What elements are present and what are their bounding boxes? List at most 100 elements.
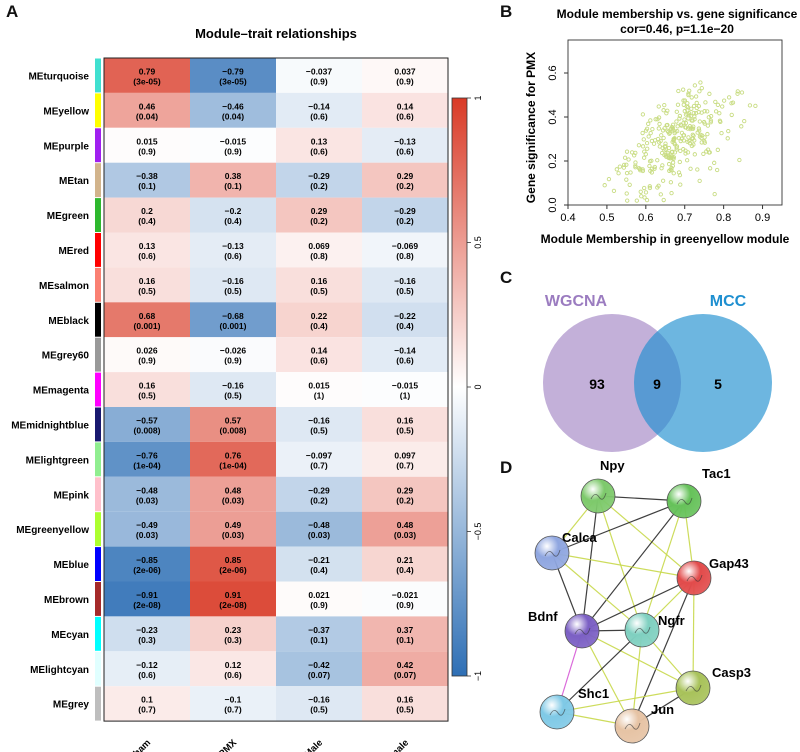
cell-correlation: −0.46 xyxy=(222,101,244,111)
cell-pvalue: (0.2) xyxy=(396,181,414,191)
cell-pvalue: (0.9) xyxy=(396,76,414,86)
scatter-point xyxy=(705,123,711,128)
heatmap-cell xyxy=(104,197,190,233)
cell-correlation: 0.026 xyxy=(136,346,158,356)
scatter-point xyxy=(689,95,694,100)
scatter-point xyxy=(664,154,669,159)
scatter-point xyxy=(669,190,674,196)
scatter-point xyxy=(681,102,686,107)
heatmap-cell xyxy=(362,651,448,687)
scatter-point xyxy=(617,164,623,169)
network-node-structure xyxy=(574,627,591,635)
scatter-point xyxy=(747,103,753,108)
network-edge xyxy=(641,500,685,631)
scatter-point xyxy=(708,120,713,125)
heatmap-border xyxy=(103,57,449,722)
row-label: MEblue xyxy=(53,560,89,571)
row-label: MEpurple xyxy=(43,141,89,152)
scatter-point xyxy=(682,98,688,103)
scatter-point xyxy=(729,112,734,118)
row-label: MEgreenyellow xyxy=(16,525,89,536)
heatmap-cell xyxy=(104,686,190,722)
colorbar-tick-label: −0.5 xyxy=(473,523,483,541)
heatmap-cell xyxy=(276,267,362,303)
cell-pvalue: (0.5) xyxy=(396,286,414,296)
network-edge xyxy=(581,500,685,632)
cell-pvalue: (2e-08) xyxy=(133,600,161,610)
scatter-point xyxy=(624,149,630,154)
heatmap-cell xyxy=(104,546,190,582)
heatmap-cell xyxy=(190,92,276,128)
row-color-swatch xyxy=(95,372,101,407)
cell-correlation: −0.29 xyxy=(308,485,330,495)
cell-correlation: −0.16 xyxy=(308,695,330,705)
cell-correlation: −0.91 xyxy=(136,590,158,600)
scatter-point xyxy=(636,143,642,148)
heatmap-cell xyxy=(362,337,448,373)
ppi-network: Npy Tac1 Calca Gap43 Bdnf Ngfr Casp3 Shc1 Jun xyxy=(528,458,751,744)
cell-pvalue: (0.03) xyxy=(136,530,158,540)
cell-pvalue: (2e-08) xyxy=(219,600,247,610)
cell-correlation: −0.015 xyxy=(392,381,419,391)
scatter-point xyxy=(642,185,647,191)
scatter-point xyxy=(705,131,710,137)
venn-diagram: WGCNA MCC 93 9 5 xyxy=(543,293,772,452)
cell-pvalue: (0.07) xyxy=(394,670,416,680)
cell-pvalue: (1e-04) xyxy=(219,460,247,470)
scatter-point xyxy=(696,110,701,115)
scatter-point xyxy=(693,94,699,99)
scatter-point xyxy=(689,143,695,149)
scatter-point xyxy=(633,163,638,168)
cell-pvalue: (0.04) xyxy=(222,111,244,121)
scatter-point xyxy=(742,118,747,124)
heatmap-cell xyxy=(276,127,362,163)
cell-correlation: −0.49 xyxy=(136,520,158,530)
heatmap-cell xyxy=(276,546,362,582)
scatter-point xyxy=(666,161,672,167)
cell-pvalue: (0.03) xyxy=(222,495,244,505)
scatter-point xyxy=(682,117,687,122)
row-color-swatch xyxy=(95,233,101,267)
heatmap-cell xyxy=(190,651,276,687)
cell-correlation: −0.29 xyxy=(308,171,330,181)
cell-correlation: 0.097 xyxy=(394,450,416,460)
scatter-point xyxy=(621,162,627,168)
network-edge xyxy=(551,552,695,579)
scatter-point xyxy=(640,130,645,136)
scatter-point xyxy=(681,120,686,126)
heatmap-cell xyxy=(190,337,276,373)
network-edge xyxy=(581,495,599,632)
network-edge xyxy=(597,495,695,579)
cell-pvalue: (0.1) xyxy=(138,181,156,191)
cell-correlation: 0.14 xyxy=(311,346,328,356)
cell-pvalue: (0.04) xyxy=(136,111,158,121)
panel-label-c: C xyxy=(500,268,513,287)
scatter-point xyxy=(650,126,655,132)
cell-pvalue: (0.5) xyxy=(396,425,414,435)
cell-pvalue: (0.6) xyxy=(138,670,156,680)
cell-pvalue: (0.4) xyxy=(224,216,242,226)
scatter-point xyxy=(638,189,643,194)
scatter-point xyxy=(644,197,650,203)
cell-correlation: 0.13 xyxy=(139,241,156,251)
column-label: Female xyxy=(380,737,411,752)
network-node-label: Jun xyxy=(651,702,674,717)
heatmap-cell xyxy=(104,58,190,93)
x-tick-label: 0.8 xyxy=(716,212,731,224)
scatter-point xyxy=(622,155,628,160)
cell-pvalue: (0.6) xyxy=(224,251,242,261)
cell-pvalue: (0.2) xyxy=(396,216,414,226)
cell-pvalue: (0.03) xyxy=(308,530,330,540)
cell-correlation: 0.015 xyxy=(308,381,330,391)
cell-correlation: −0.85 xyxy=(136,555,158,565)
heatmap-cell xyxy=(190,511,276,547)
heatmap-cell xyxy=(362,407,448,442)
scatter-point xyxy=(691,110,696,116)
scatter-point xyxy=(667,156,672,161)
x-tick-label: 0.5 xyxy=(599,212,614,224)
heatmap-cell xyxy=(104,267,190,303)
scatter-point xyxy=(707,91,712,96)
cell-correlation: −0.48 xyxy=(308,520,330,530)
row-label: MEblack xyxy=(48,316,89,327)
heatmap-cell xyxy=(276,441,362,477)
